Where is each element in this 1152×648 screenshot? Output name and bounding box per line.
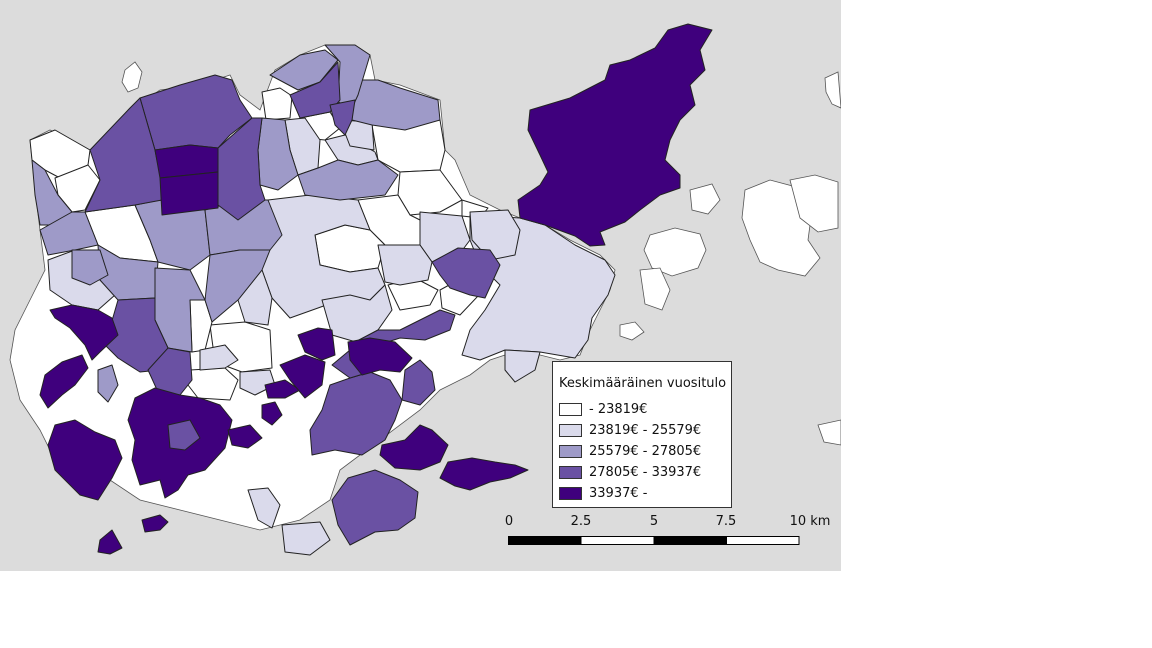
- scale-segment: [653, 536, 727, 545]
- district: [97, 529, 123, 555]
- legend-label: 27805€ - 33937€: [589, 465, 702, 480]
- legend-swatch: [559, 424, 582, 437]
- legend-swatch: [559, 445, 582, 458]
- scale-segment: [580, 536, 655, 545]
- district: [159, 171, 219, 216]
- scale-label: 0: [504, 514, 514, 529]
- scale-label: 10 km: [789, 514, 831, 529]
- district: [261, 194, 386, 319]
- island: [121, 61, 143, 93]
- scale-bar-graphic: [508, 536, 800, 545]
- legend-label: 25579€ - 27805€: [589, 444, 702, 459]
- island: [619, 321, 645, 341]
- choropleth-map: [0, 0, 841, 571]
- district: [47, 419, 123, 501]
- district: [227, 424, 263, 449]
- district: [264, 379, 301, 399]
- legend-item: 27805€ - 33937€: [559, 465, 729, 481]
- district: [204, 249, 271, 323]
- island: [643, 227, 707, 277]
- legend-swatch: [559, 487, 582, 500]
- district: [331, 469, 419, 546]
- district: [347, 337, 413, 376]
- district: [187, 367, 239, 401]
- legend-item: 33937€ -: [559, 486, 729, 502]
- district: [354, 309, 456, 346]
- map-legend: Keskimääräinen vuositulo - 23819€ 23819€…: [552, 361, 732, 508]
- district: [39, 354, 89, 409]
- district: [297, 327, 336, 361]
- legend-title: Keskimääräinen vuositulo: [559, 376, 727, 391]
- district: [49, 304, 119, 361]
- district: [289, 61, 341, 119]
- district: [154, 144, 219, 179]
- district: [329, 99, 356, 136]
- island: [639, 267, 671, 311]
- scale-segment: [508, 536, 582, 545]
- island: [817, 419, 841, 446]
- island: [789, 174, 839, 233]
- district: [504, 349, 541, 383]
- legend-swatch: [559, 466, 582, 479]
- district: [517, 23, 713, 247]
- district: [297, 159, 399, 201]
- district: [167, 419, 201, 451]
- scale-label: 2.5: [570, 514, 592, 529]
- district: [377, 244, 433, 286]
- district: [141, 514, 169, 533]
- district: [261, 87, 293, 121]
- district: [217, 117, 266, 221]
- district: [351, 79, 441, 131]
- legend-label: - 23819€: [589, 402, 648, 417]
- district: [469, 209, 521, 261]
- district: [97, 364, 119, 403]
- legend-item: 25579€ - 27805€: [559, 444, 729, 460]
- legend-item: - 23819€: [559, 402, 729, 418]
- island: [689, 183, 721, 215]
- district: [279, 354, 326, 399]
- scale-label: 5: [649, 514, 659, 529]
- district: [431, 247, 501, 299]
- district: [379, 424, 449, 471]
- district: [401, 359, 436, 406]
- district: [439, 457, 529, 491]
- district: [71, 249, 109, 286]
- legend-label: 23819€ - 25579€: [589, 423, 702, 438]
- legend-swatch: [559, 403, 582, 416]
- district: [261, 401, 283, 426]
- district: [199, 344, 239, 371]
- district: [247, 487, 281, 529]
- district: [321, 284, 393, 343]
- legend-item: 23819€ - 25579€: [559, 423, 729, 439]
- island: [824, 71, 841, 109]
- legend-label: 33937€ -: [589, 486, 648, 501]
- district: [281, 521, 331, 556]
- scale-label: 7.5: [715, 514, 737, 529]
- scale-segment: [726, 536, 800, 545]
